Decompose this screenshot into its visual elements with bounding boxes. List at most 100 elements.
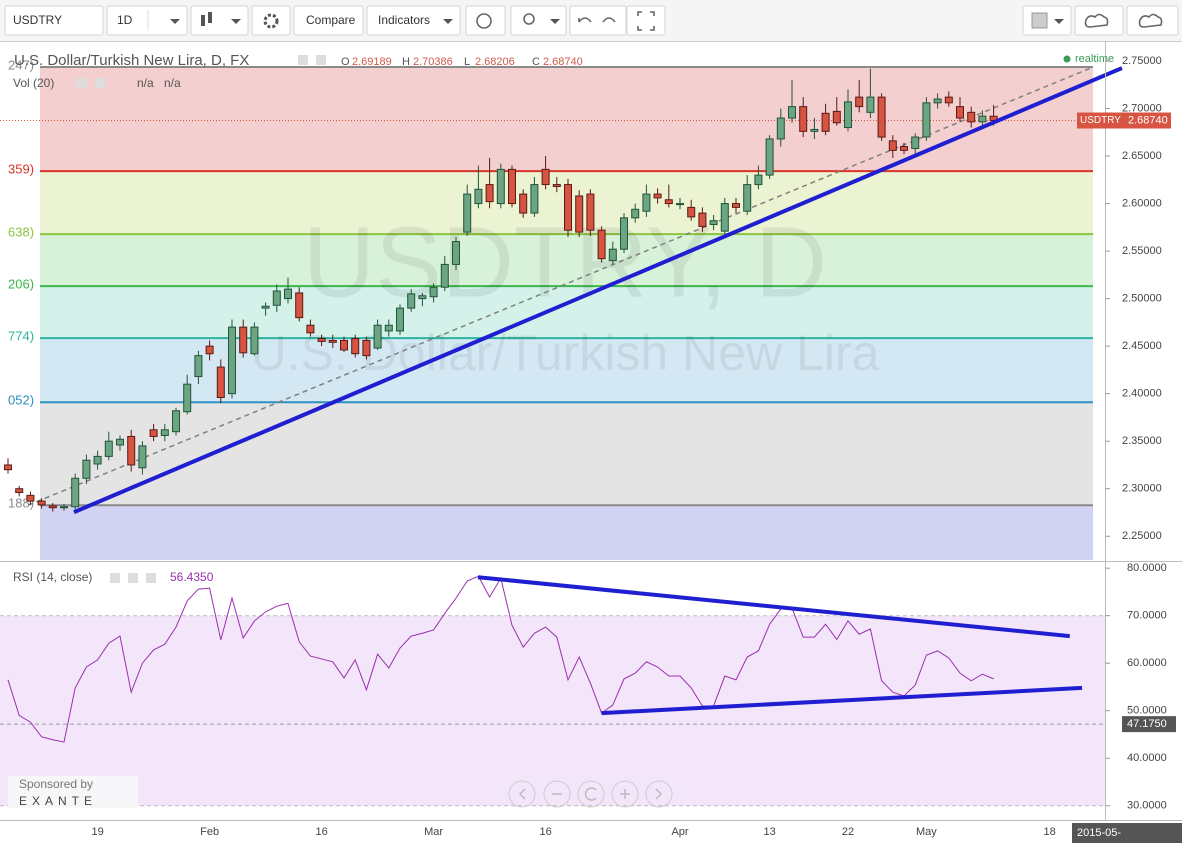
candle-body	[832, 110, 841, 124]
interval-box[interactable]	[106, 5, 188, 36]
candle-body	[564, 184, 572, 231]
cloud-down-icon	[1084, 13, 1109, 28]
y-tick-label: 2.65000	[1122, 150, 1162, 162]
candle-body	[597, 229, 606, 260]
watermark-description: U.S. Dollar/Turkish New Lira	[251, 325, 880, 381]
trend-line	[477, 575, 1070, 639]
candle-body	[720, 203, 729, 232]
candle-body	[698, 212, 707, 227]
indicators-button[interactable]	[366, 5, 461, 36]
last-price-symbol: USDTRY	[1080, 115, 1121, 126]
reset-button[interactable]	[577, 780, 605, 808]
legend-icon	[110, 573, 120, 583]
zoom-out-button[interactable]	[543, 780, 571, 808]
indicators[interactable]: Indicators	[378, 13, 430, 27]
dropdown-arrow	[1054, 19, 1064, 24]
sponsor-name: EXANTE	[19, 794, 97, 808]
legend-icon	[316, 55, 326, 65]
axes: 2.25000 2.30000 2.35000 2.40000 2.45000 2.500…	[91, 55, 1182, 843]
x-tick-label: Feb	[200, 826, 219, 838]
open-label: O	[341, 56, 350, 68]
high-label: H	[402, 56, 410, 68]
sponsor-box[interactable]	[8, 776, 138, 808]
rsi-pane: RSI (14, close) 56.4350	[0, 570, 1105, 807]
candle-body	[586, 193, 595, 231]
x-cursor-box	[1072, 823, 1182, 843]
scroll-left-button[interactable]	[508, 780, 536, 808]
fib-label: 052)	[8, 393, 34, 408]
fullscreen-icon	[637, 11, 655, 31]
ideas-button[interactable]	[510, 5, 567, 36]
candle-body	[116, 438, 124, 446]
settings-button[interactable]	[251, 5, 291, 36]
compare[interactable]: Compare	[306, 13, 356, 27]
candle-body	[530, 184, 539, 214]
candle-body	[978, 115, 987, 123]
candle-body	[160, 429, 169, 436]
candle-body	[788, 106, 796, 119]
candle-body	[922, 102, 931, 138]
dropdown-arrow	[443, 19, 453, 24]
x-tick-label: 16	[539, 826, 551, 838]
candle-body	[306, 324, 315, 334]
candle-body	[687, 206, 696, 218]
navigation	[508, 780, 673, 808]
symbol-box[interactable]	[4, 5, 104, 36]
symbol[interactable]: USDTRY	[13, 13, 62, 27]
save-button[interactable]	[1126, 5, 1179, 36]
alert-icon	[476, 13, 492, 29]
candle-body	[956, 106, 964, 119]
candle-body	[485, 184, 494, 203]
candle-body	[250, 326, 259, 355]
rsi-cursor-label: 47.1750	[1127, 718, 1167, 730]
realtime: realtime	[1075, 53, 1114, 65]
x-tick-label: 18	[1043, 826, 1055, 838]
rsi-title: RSI (14, close)	[13, 570, 92, 584]
candle-body	[205, 345, 214, 355]
candle-body	[944, 96, 953, 104]
icon	[208, 12, 212, 23]
candle-body	[37, 500, 46, 506]
compare-button[interactable]	[293, 5, 364, 36]
icon	[201, 15, 205, 26]
cloud-up-icon	[1138, 13, 1163, 28]
legend-icon	[128, 573, 138, 583]
candle-body	[855, 96, 864, 108]
x-tick-label: 19	[91, 826, 103, 838]
candle-body	[474, 188, 483, 205]
chart-style-button[interactable]	[190, 5, 249, 36]
volume-value: n/a	[164, 76, 181, 90]
candle-body	[15, 488, 24, 494]
x-tick-label: 16	[315, 826, 327, 838]
load-button[interactable]	[1074, 5, 1124, 36]
fullscreen-button[interactable]	[626, 5, 666, 36]
scroll-right-button[interactable]	[645, 780, 673, 808]
last-price-box	[1077, 112, 1171, 129]
candle-body	[709, 220, 718, 225]
candle-body	[429, 286, 438, 298]
rsi-y-tick-label: 70.0000	[1127, 610, 1167, 622]
x-cursor-label: 2015-05-	[1077, 827, 1121, 839]
zoom-in-button[interactable]	[611, 780, 639, 808]
y-tick-label: 2.30000	[1122, 483, 1162, 495]
rsi-band	[0, 615, 1105, 806]
x-tick-label: 13	[763, 826, 775, 838]
rsi-y-tick-label: 30.0000	[1127, 800, 1167, 812]
dropdown-arrow	[170, 19, 180, 24]
rsi-y-tick-label: 80.0000	[1127, 562, 1167, 574]
interval[interactable]: 1D	[117, 13, 133, 27]
legend-title: U.S. Dollar/Turkish New Lira, D, FX	[14, 52, 249, 69]
trend-line	[27, 66, 1094, 506]
legend-icon	[298, 55, 308, 65]
candle-body	[888, 140, 897, 151]
candle-body	[172, 410, 180, 433]
low-value: 2.68206	[475, 56, 515, 68]
candle-body	[127, 435, 136, 466]
candle-body	[183, 383, 192, 413]
x-tick-label: Apr	[671, 826, 688, 838]
volume-value: n/a	[137, 76, 154, 90]
candle-body	[48, 505, 57, 509]
alert-button[interactable]	[465, 5, 506, 36]
undo-redo-button[interactable]	[569, 5, 627, 36]
